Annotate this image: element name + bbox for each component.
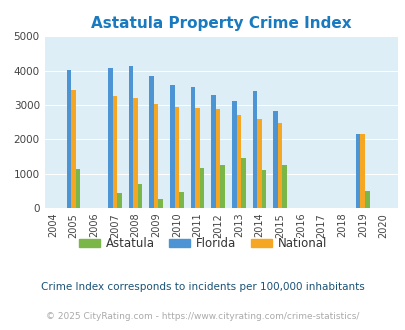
Bar — [241, 158, 245, 208]
Bar — [220, 165, 224, 208]
Bar — [211, 95, 215, 208]
Bar — [252, 91, 257, 208]
Bar — [273, 112, 277, 208]
Bar — [364, 191, 369, 208]
Bar — [117, 193, 121, 208]
Bar — [174, 107, 179, 208]
Bar — [133, 98, 137, 208]
Bar — [128, 66, 133, 208]
Bar — [261, 170, 266, 208]
Bar — [277, 123, 282, 208]
Bar — [215, 110, 220, 208]
Text: © 2025 CityRating.com - https://www.cityrating.com/crime-statistics/: © 2025 CityRating.com - https://www.city… — [46, 312, 359, 321]
Bar — [149, 76, 153, 208]
Bar — [108, 68, 112, 208]
Bar — [170, 85, 174, 208]
Bar — [195, 108, 199, 208]
Bar — [236, 115, 241, 208]
Bar — [231, 101, 236, 208]
Legend: Astatula, Florida, National: Astatula, Florida, National — [74, 232, 331, 255]
Bar — [71, 90, 76, 208]
Bar — [190, 87, 195, 208]
Bar — [66, 70, 71, 208]
Bar — [153, 104, 158, 208]
Bar — [360, 134, 364, 208]
Bar — [282, 165, 286, 208]
Title: Astatula Property Crime Index: Astatula Property Crime Index — [91, 16, 351, 31]
Bar — [179, 192, 183, 208]
Bar — [137, 184, 142, 208]
Bar — [158, 199, 163, 208]
Bar — [76, 169, 80, 208]
Bar — [257, 119, 261, 208]
Text: Crime Index corresponds to incidents per 100,000 inhabitants: Crime Index corresponds to incidents per… — [41, 282, 364, 292]
Bar — [355, 134, 360, 208]
Bar — [199, 168, 204, 208]
Bar — [112, 96, 117, 208]
